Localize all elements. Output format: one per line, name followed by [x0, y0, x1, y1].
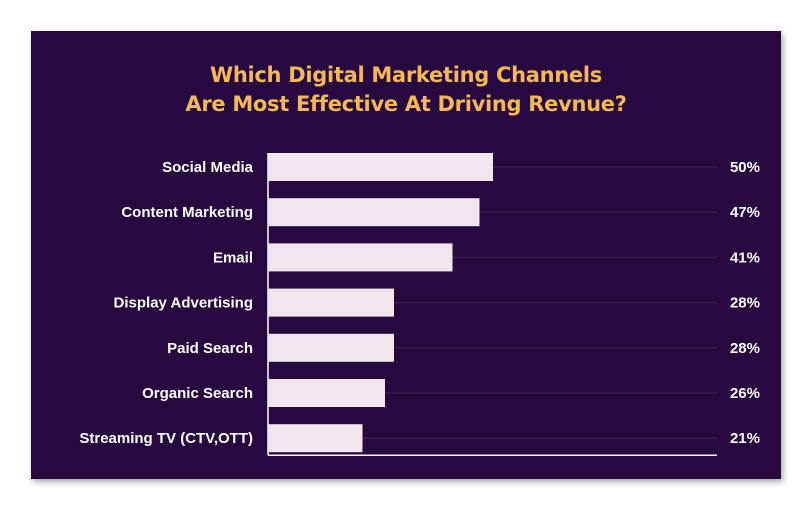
value-label: 28% [730, 295, 760, 312]
bar-6 [268, 424, 363, 453]
chart-title-line-1: Which Digital Marketing Channels [210, 63, 602, 87]
chart-title: Which Digital Marketing Channels Are Mos… [31, 61, 781, 119]
bar-3 [268, 288, 394, 317]
category-label: Content Marketing [121, 204, 253, 221]
category-label: Display Advertising [114, 295, 253, 312]
value-label: 28% [730, 340, 760, 357]
bar-5 [268, 379, 385, 407]
value-label: 21% [730, 430, 760, 447]
chart-card: Which Digital Marketing Channels Are Mos… [31, 31, 781, 479]
bar-4 [268, 333, 394, 362]
bar-chart: Social Media 50% Content Marketing 47% Email… [79, 153, 760, 456]
category-label: Organic Search [142, 385, 253, 402]
bar-0 [268, 153, 493, 181]
category-label: Paid Search [167, 340, 253, 357]
value-label: 41% [730, 249, 760, 266]
category-label: Social Media [162, 159, 254, 176]
bar-2 [268, 243, 453, 272]
value-label: 26% [730, 385, 760, 402]
category-label: Email [213, 249, 253, 266]
bar-1 [268, 198, 480, 227]
value-label: 47% [730, 204, 760, 221]
chart-title-line-2: Are Most Effective At Driving Revnue? [185, 92, 627, 116]
category-label: Streaming TV (CTV,OTT) [79, 430, 253, 447]
value-label: 50% [730, 159, 760, 176]
